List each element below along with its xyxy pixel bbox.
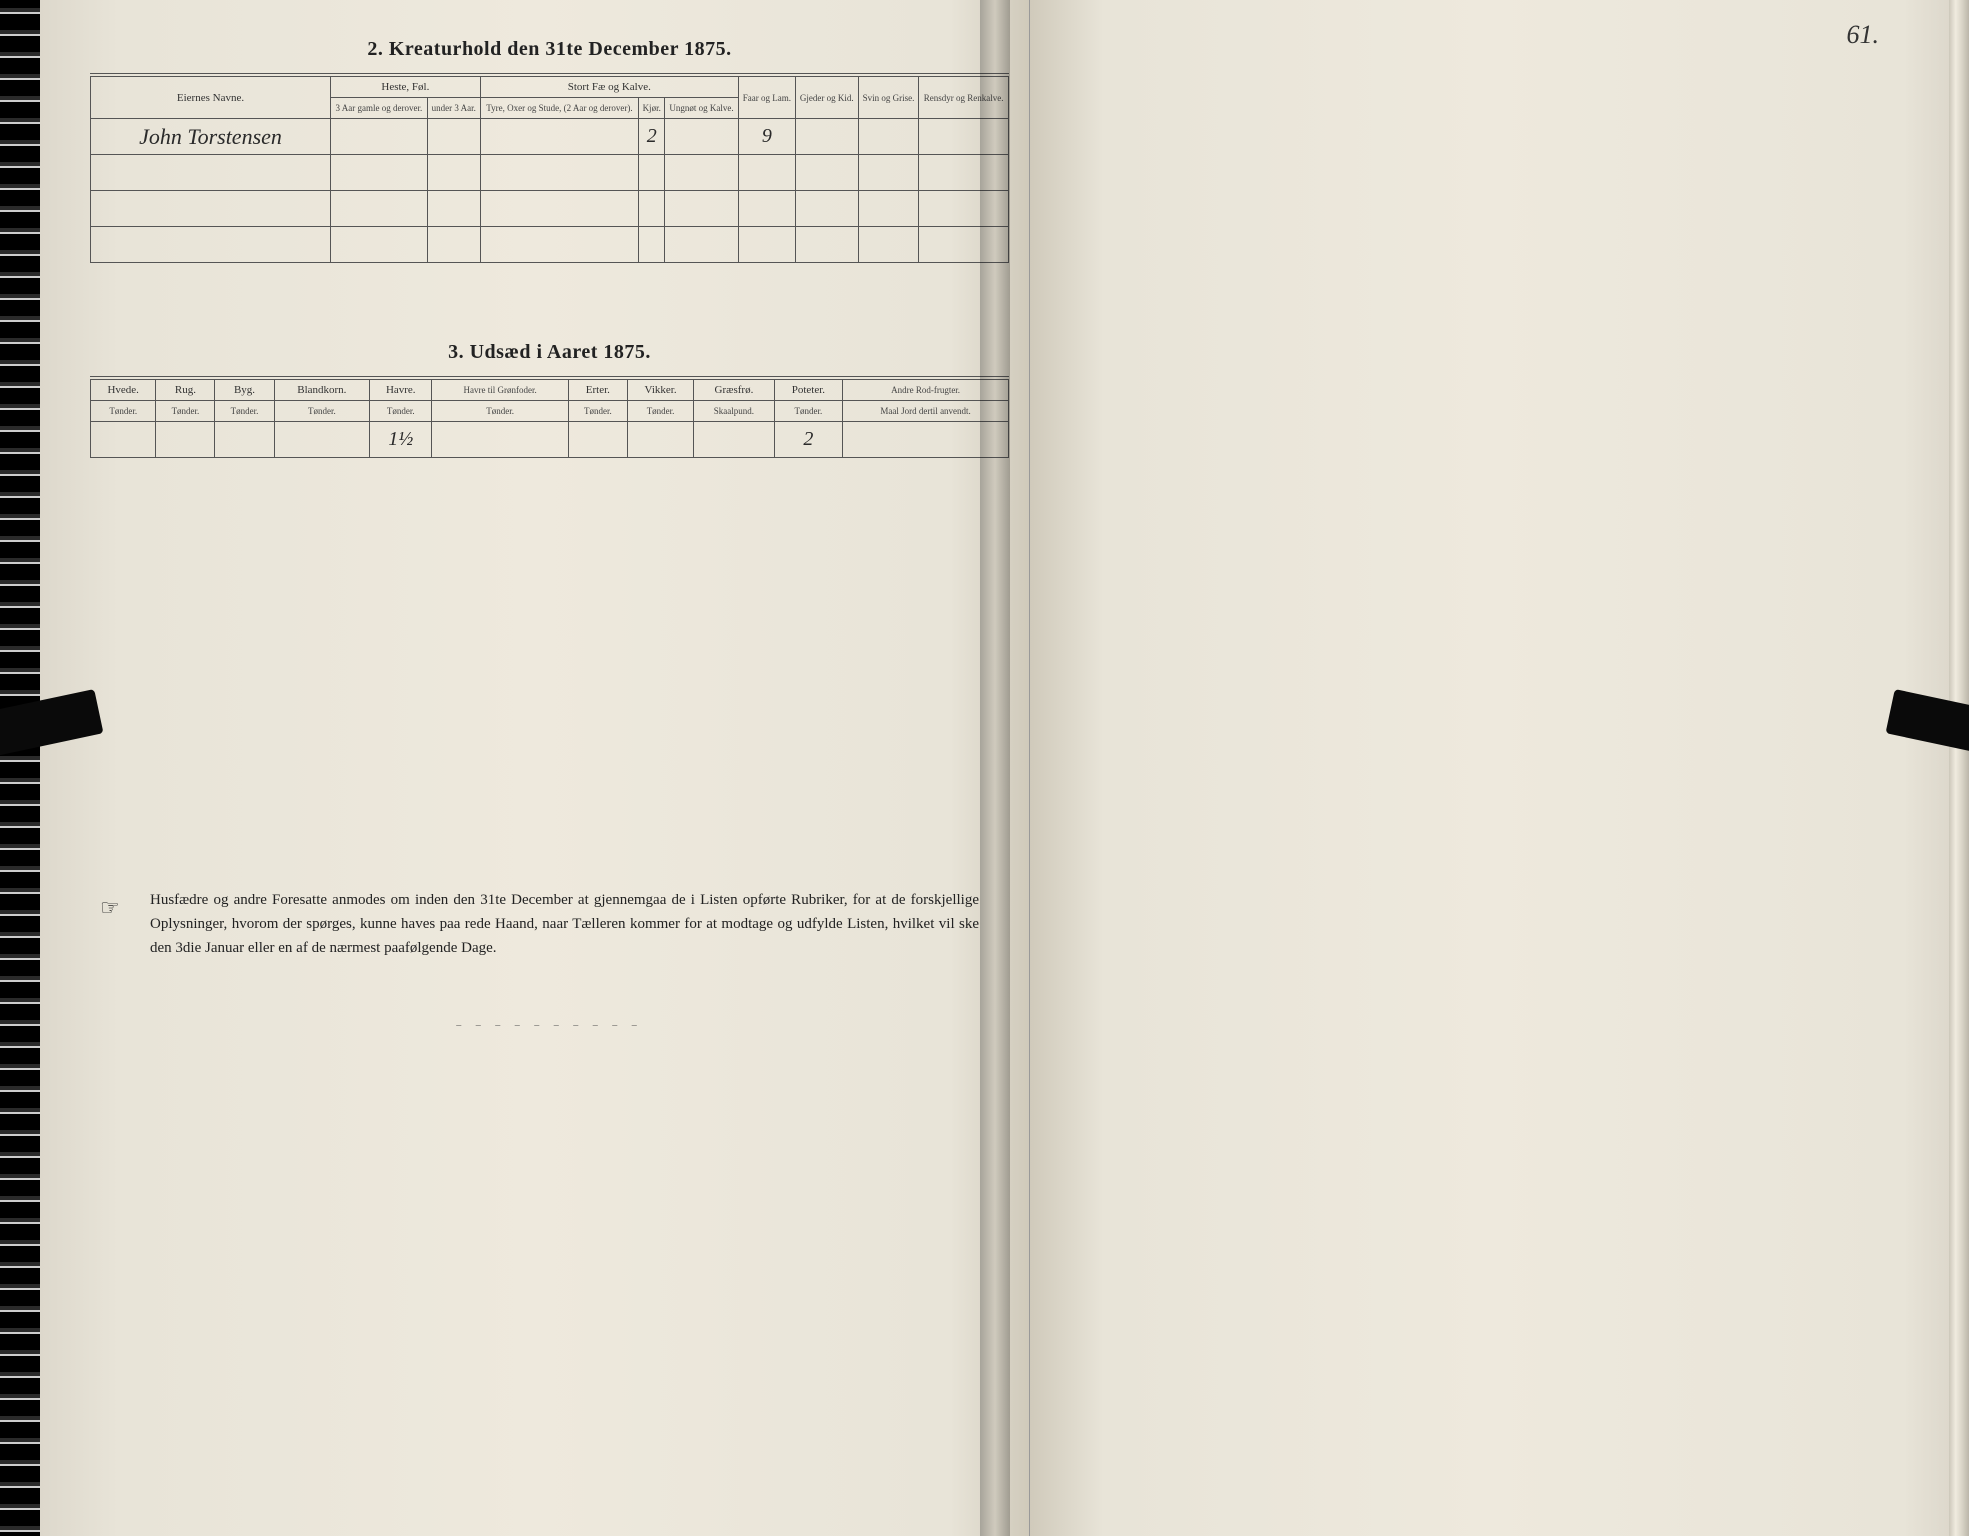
table-row bbox=[91, 191, 1009, 227]
cell bbox=[480, 119, 638, 155]
page-number: 61. bbox=[1847, 20, 1880, 50]
footnote-text: Husfædre og andre Foresatte anmodes om i… bbox=[150, 892, 979, 956]
owner-name-value: John Torstensen bbox=[91, 119, 331, 155]
cell bbox=[665, 119, 739, 155]
open-book: 2. Kreaturhold den 31te December 1875. E… bbox=[40, 0, 1949, 1536]
section-2-number: 2. bbox=[367, 38, 383, 60]
unit: Tønder. bbox=[774, 401, 843, 422]
pointing-hand-icon: ☞ bbox=[100, 890, 120, 925]
livestock-table: Eiernes Navne. Heste, Føl. Stort Fæ og K… bbox=[90, 76, 1009, 263]
col-vetch: Vikker. bbox=[627, 380, 693, 401]
col-horses-under3: under 3 Aar. bbox=[427, 98, 480, 119]
unit: Tønder. bbox=[432, 401, 568, 422]
col-mixed: Blandkorn. bbox=[274, 380, 370, 401]
cell bbox=[274, 422, 370, 458]
right-page: 61. bbox=[1030, 0, 1949, 1536]
col-grass-seed: Græsfrø. bbox=[694, 380, 774, 401]
cows-value: 2 bbox=[639, 119, 665, 155]
col-bulls: Tyre, Oxer og Stude, (2 Aar og derover). bbox=[480, 98, 638, 119]
cell bbox=[858, 119, 919, 155]
col-pigs: Svin og Grise. bbox=[858, 77, 919, 119]
cell bbox=[215, 422, 274, 458]
seed-header-row-2: Tønder. Tønder. Tønder. Tønder. Tønder. … bbox=[91, 401, 1009, 422]
col-group-horses: Heste, Føl. bbox=[331, 77, 481, 98]
cell bbox=[568, 422, 627, 458]
seed-table: Hvede. Rug. Byg. Blandkorn. Havre. Havre… bbox=[90, 379, 1009, 458]
col-other-roots: Andre Rod-frugter. bbox=[843, 380, 1009, 401]
cell bbox=[91, 422, 156, 458]
unit: Skaalpund. bbox=[694, 401, 774, 422]
seed-header-row-1: Hvede. Rug. Byg. Blandkorn. Havre. Havre… bbox=[91, 380, 1009, 401]
col-oats-fodder: Havre til Grønfoder. bbox=[432, 380, 568, 401]
col-owner-name: Eiernes Navne. bbox=[91, 77, 331, 119]
section-2-title: 2. Kreaturhold den 31te December 1875. bbox=[90, 38, 1009, 61]
unit: Tønder. bbox=[91, 401, 156, 422]
table-header-row-1: Eiernes Navne. Heste, Føl. Stort Fæ og K… bbox=[91, 77, 1009, 98]
col-barley: Byg. bbox=[215, 380, 274, 401]
left-page: 2. Kreaturhold den 31te December 1875. E… bbox=[40, 0, 1030, 1536]
unit: Tønder. bbox=[215, 401, 274, 422]
cell bbox=[919, 119, 1009, 155]
footnote-block: ☞ Husfædre og andre Foresatte anmodes om… bbox=[90, 888, 1009, 960]
cell bbox=[694, 422, 774, 458]
oats-value: 1½ bbox=[370, 422, 432, 458]
cell bbox=[627, 422, 693, 458]
seed-data-row: 1½ 2 bbox=[91, 422, 1009, 458]
unit: Tønder. bbox=[568, 401, 627, 422]
rule-line bbox=[90, 376, 1009, 377]
section-2-heading: Kreaturhold den 31te December 1875. bbox=[389, 38, 732, 60]
col-horses-3yr: 3 Aar gamle og derover. bbox=[331, 98, 428, 119]
col-calves: Ungnøt og Kalve. bbox=[665, 98, 739, 119]
col-reindeer: Rensdyr og Renkalve. bbox=[919, 77, 1009, 119]
cell bbox=[156, 422, 215, 458]
section-3-title: 3. Udsæd i Aaret 1875. bbox=[90, 341, 1009, 364]
table-row bbox=[91, 155, 1009, 191]
table-row bbox=[91, 227, 1009, 263]
unit: Tønder. bbox=[627, 401, 693, 422]
col-peas: Erter. bbox=[568, 380, 627, 401]
book-binding-left bbox=[0, 0, 40, 1536]
table-row: John Torstensen 2 9 bbox=[91, 119, 1009, 155]
unit: Tønder. bbox=[156, 401, 215, 422]
unit: Tønder. bbox=[274, 401, 370, 422]
col-wheat: Hvede. bbox=[91, 380, 156, 401]
cell bbox=[331, 119, 428, 155]
col-sheep: Faar og Lam. bbox=[738, 77, 795, 119]
col-oats: Havre. bbox=[370, 380, 432, 401]
cell bbox=[432, 422, 568, 458]
sheep-value: 9 bbox=[738, 119, 795, 155]
unit: Maal Jord dertil anvendt. bbox=[843, 401, 1009, 422]
col-rye: Rug. bbox=[156, 380, 215, 401]
unit: Tønder. bbox=[370, 401, 432, 422]
dotted-separator: – – – – – – – – – – bbox=[90, 1020, 1009, 1031]
col-potatoes: Poteter. bbox=[774, 380, 843, 401]
cell bbox=[795, 119, 858, 155]
cell bbox=[843, 422, 1009, 458]
section-3-heading: Udsæd i Aaret 1875. bbox=[470, 341, 651, 363]
rule-line bbox=[90, 73, 1009, 74]
page-edge-right bbox=[1949, 0, 1969, 1536]
col-goats: Gjeder og Kid. bbox=[795, 77, 858, 119]
section-3-number: 3. bbox=[448, 341, 464, 363]
col-cows: Kjør. bbox=[639, 98, 665, 119]
cell bbox=[427, 119, 480, 155]
col-group-cattle: Stort Fæ og Kalve. bbox=[480, 77, 738, 98]
potatoes-value: 2 bbox=[774, 422, 843, 458]
